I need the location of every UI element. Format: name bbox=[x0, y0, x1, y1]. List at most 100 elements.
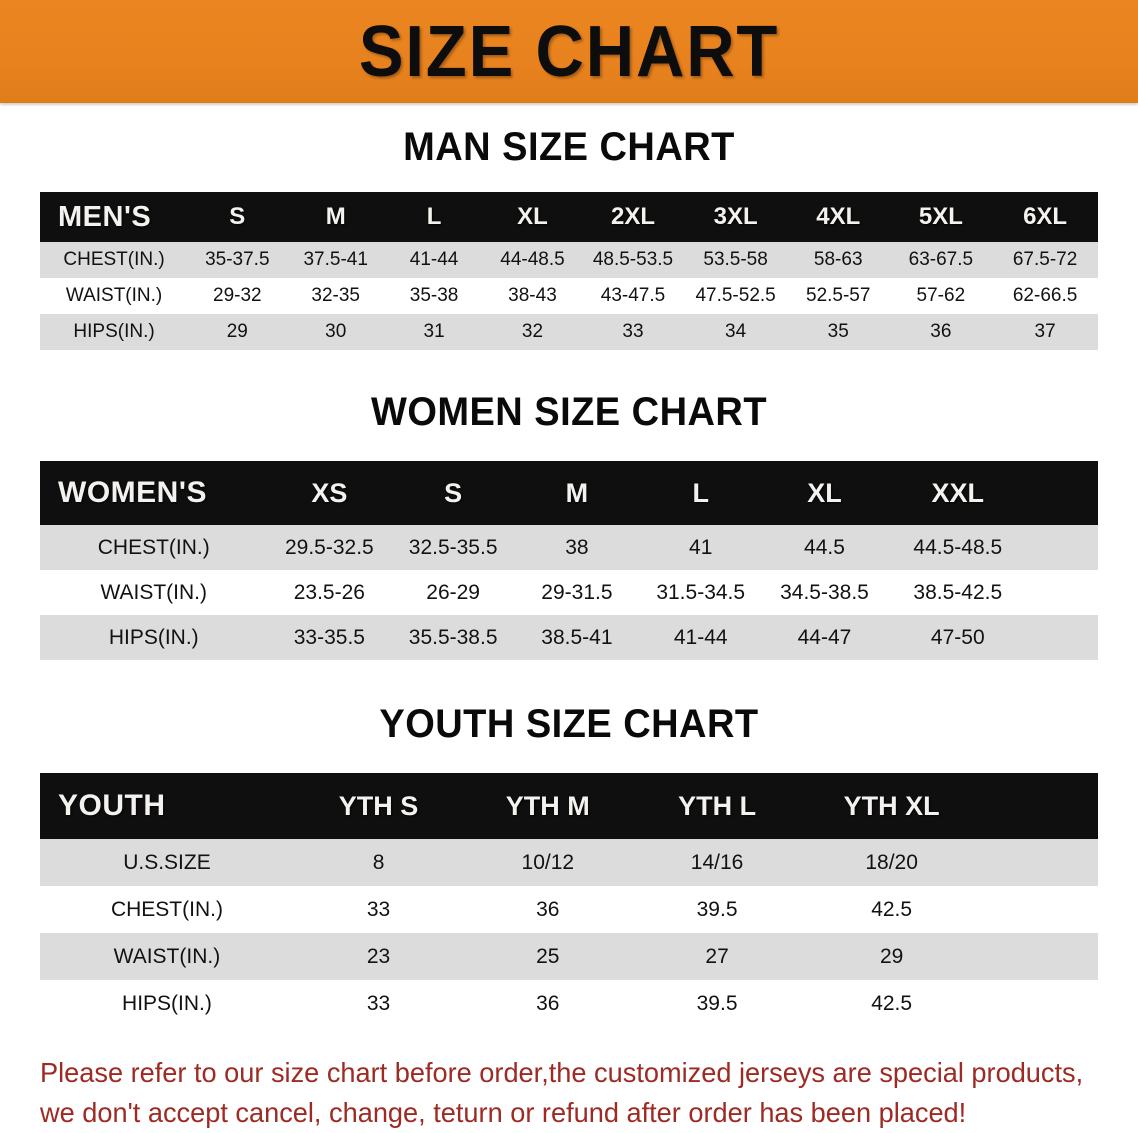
row-label: HIPS(IN.) bbox=[40, 980, 294, 1027]
table-cell: 37 bbox=[992, 314, 1098, 350]
youth-header-row: YOUTH YTH S YTH M YTH L YTH XL bbox=[40, 773, 1098, 839]
table-cell: 35.5-38.5 bbox=[391, 615, 516, 660]
women-col-header: L bbox=[638, 461, 763, 525]
table-row: HIPS(IN.) 29 30 31 32 33 34 35 36 37 bbox=[40, 314, 1098, 350]
man-corner-label: MEN'S bbox=[40, 192, 189, 242]
table-cell: 29-31.5 bbox=[515, 570, 639, 615]
table-cell: 48.5-53.5 bbox=[581, 242, 685, 278]
man-header-row: MEN'S S M L XL 2XL 3XL 4XL 5XL 6XL bbox=[40, 192, 1098, 242]
row-label: U.S.SIZE bbox=[40, 839, 294, 886]
table-cell: 23.5-26 bbox=[267, 570, 392, 615]
size-chart-banner: SIZE CHART bbox=[0, 0, 1138, 103]
table-cell-spacer bbox=[1029, 570, 1098, 615]
table-cell: 57-62 bbox=[889, 278, 993, 314]
table-cell: 36 bbox=[463, 886, 633, 933]
table-cell: 58-63 bbox=[786, 242, 890, 278]
table-cell: 30 bbox=[286, 314, 385, 350]
youth-header-spacer bbox=[981, 773, 1098, 839]
row-label: WAIST(IN.) bbox=[40, 933, 294, 980]
man-col-header: 6XL bbox=[992, 192, 1098, 242]
table-cell: 32-35 bbox=[286, 278, 385, 314]
table-cell: 52.5-57 bbox=[786, 278, 890, 314]
table-cell: 36 bbox=[463, 980, 633, 1027]
table-cell: 53.5-58 bbox=[684, 242, 787, 278]
youth-col-header: YTH XL bbox=[801, 773, 982, 839]
women-corner-label: WOMEN'S bbox=[40, 461, 268, 525]
table-cell: 34.5-38.5 bbox=[762, 570, 887, 615]
table-cell: 41-44 bbox=[384, 242, 484, 278]
table-row: CHEST(IN.) 35-37.5 37.5-41 41-44 44-48.5… bbox=[40, 242, 1098, 278]
table-cell: 29 bbox=[188, 314, 287, 350]
table-cell: 37.5-41 bbox=[286, 242, 385, 278]
table-cell: 38.5-41 bbox=[515, 615, 639, 660]
youth-size-table: YOUTH YTH S YTH M YTH L YTH XL U.S.SIZE … bbox=[40, 773, 1098, 1027]
table-cell: 44-47 bbox=[762, 615, 887, 660]
table-cell: 42.5 bbox=[801, 886, 982, 933]
table-row: WAIST(IN.) 23 25 27 29 bbox=[40, 933, 1098, 980]
table-row: HIPS(IN.) 33-35.5 35.5-38.5 38.5-41 41-4… bbox=[40, 615, 1098, 660]
table-cell: 31.5-34.5 bbox=[638, 570, 763, 615]
table-cell: 42.5 bbox=[801, 980, 982, 1027]
table-cell: 43-47.5 bbox=[581, 278, 685, 314]
women-table-wrapper: WOMEN'S XS S M L XL XXL CHEST(IN.) 29.5-… bbox=[0, 461, 1138, 660]
man-size-table: MEN'S S M L XL 2XL 3XL 4XL 5XL 6XL CHEST… bbox=[40, 192, 1098, 350]
table-cell: 33 bbox=[293, 886, 464, 933]
table-cell: 35-37.5 bbox=[188, 242, 287, 278]
table-cell: 41-44 bbox=[638, 615, 763, 660]
row-label: WAIST(IN.) bbox=[40, 278, 189, 314]
table-cell: 29 bbox=[801, 933, 982, 980]
row-label: WAIST(IN.) bbox=[40, 570, 268, 615]
table-cell: 36 bbox=[889, 314, 993, 350]
youth-col-header: YTH M bbox=[463, 773, 633, 839]
table-cell: 29-32 bbox=[188, 278, 287, 314]
row-label: CHEST(IN.) bbox=[40, 242, 189, 278]
youth-col-header: YTH L bbox=[632, 773, 802, 839]
table-cell: 25 bbox=[463, 933, 633, 980]
table-row: CHEST(IN.) 33 36 39.5 42.5 bbox=[40, 886, 1098, 933]
table-cell-spacer bbox=[981, 980, 1098, 1027]
youth-corner-label: YOUTH bbox=[40, 773, 294, 839]
table-cell: 18/20 bbox=[801, 839, 982, 886]
man-col-header: M bbox=[286, 192, 385, 242]
youth-section-title: YOUTH SIZE CHART bbox=[379, 702, 759, 746]
table-cell: 26-29 bbox=[391, 570, 516, 615]
table-cell-spacer bbox=[981, 933, 1098, 980]
table-cell-spacer bbox=[1029, 615, 1098, 660]
disclaimer-line-1: Please refer to our size chart before or… bbox=[40, 1057, 1084, 1088]
table-cell: 35-38 bbox=[384, 278, 484, 314]
man-table-wrapper: MEN'S S M L XL 2XL 3XL 4XL 5XL 6XL CHEST… bbox=[0, 192, 1138, 350]
women-col-header: S bbox=[391, 461, 516, 525]
women-header-row: WOMEN'S XS S M L XL XXL bbox=[40, 461, 1098, 525]
table-cell: 33 bbox=[293, 980, 464, 1027]
table-row: CHEST(IN.) 29.5-32.5 32.5-35.5 38 41 44.… bbox=[40, 525, 1098, 570]
table-row: HIPS(IN.) 33 36 39.5 42.5 bbox=[40, 980, 1098, 1027]
table-cell: 62-66.5 bbox=[992, 278, 1098, 314]
table-cell: 31 bbox=[384, 314, 484, 350]
table-cell-spacer bbox=[981, 839, 1098, 886]
table-cell: 23 bbox=[293, 933, 464, 980]
man-col-header: XL bbox=[483, 192, 582, 242]
table-cell: 32 bbox=[483, 314, 582, 350]
table-cell: 63-67.5 bbox=[889, 242, 993, 278]
table-cell-spacer bbox=[981, 886, 1098, 933]
table-cell: 47-50 bbox=[886, 615, 1030, 660]
man-col-header: 2XL bbox=[581, 192, 685, 242]
row-label: HIPS(IN.) bbox=[40, 314, 189, 350]
women-col-header: XS bbox=[267, 461, 392, 525]
women-size-table: WOMEN'S XS S M L XL XXL CHEST(IN.) 29.5-… bbox=[40, 461, 1098, 660]
table-cell: 33-35.5 bbox=[267, 615, 392, 660]
table-cell: 27 bbox=[632, 933, 802, 980]
women-header-spacer bbox=[1029, 461, 1098, 525]
table-cell: 44-48.5 bbox=[483, 242, 582, 278]
table-cell: 39.5 bbox=[632, 980, 802, 1027]
table-cell: 41 bbox=[638, 525, 763, 570]
table-cell: 8 bbox=[293, 839, 464, 886]
table-cell: 67.5-72 bbox=[992, 242, 1098, 278]
women-col-header: XL bbox=[762, 461, 887, 525]
table-cell: 38.5-42.5 bbox=[886, 570, 1030, 615]
women-section-title: WOMEN SIZE CHART bbox=[370, 390, 768, 434]
banner-title: SIZE CHART bbox=[358, 11, 780, 92]
table-cell: 34 bbox=[684, 314, 787, 350]
table-cell: 44.5-48.5 bbox=[886, 525, 1030, 570]
table-cell: 33 bbox=[581, 314, 685, 350]
